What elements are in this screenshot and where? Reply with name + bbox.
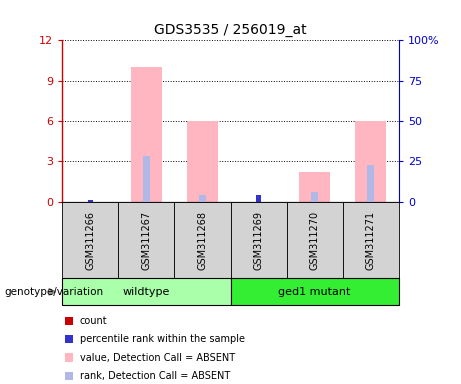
Text: value, Detection Call = ABSENT: value, Detection Call = ABSENT [80, 353, 235, 362]
Title: GDS3535 / 256019_at: GDS3535 / 256019_at [154, 23, 307, 36]
Bar [62, 278, 230, 305]
Bar [65, 335, 73, 343]
Bar [118, 202, 174, 278]
Text: wildtype: wildtype [123, 287, 170, 297]
Bar [131, 67, 162, 202]
Text: GSM311266: GSM311266 [85, 210, 95, 270]
Bar [299, 172, 330, 202]
Text: GSM311267: GSM311267 [142, 210, 151, 270]
Bar [343, 202, 399, 278]
Text: GSM311270: GSM311270 [310, 210, 319, 270]
Text: GSM311269: GSM311269 [254, 210, 264, 270]
Text: percentile rank within the sample: percentile rank within the sample [80, 334, 245, 344]
Bar [287, 202, 343, 278]
Text: rank, Detection Call = ABSENT: rank, Detection Call = ABSENT [80, 371, 230, 381]
Bar [62, 202, 118, 278]
Bar [230, 202, 287, 278]
Bar [88, 200, 93, 202]
Bar [367, 164, 374, 202]
Text: GSM311268: GSM311268 [197, 210, 207, 270]
Bar [199, 195, 206, 202]
Bar [65, 316, 73, 325]
Text: ged1 mutant: ged1 mutant [278, 287, 351, 297]
Bar [187, 121, 218, 202]
Bar [230, 278, 399, 305]
Bar [65, 353, 73, 362]
Bar [256, 195, 261, 202]
Bar [143, 156, 150, 202]
Bar [311, 192, 318, 202]
Text: GSM311271: GSM311271 [366, 210, 376, 270]
Text: count: count [80, 316, 107, 326]
Bar [174, 202, 230, 278]
Text: genotype/variation: genotype/variation [5, 287, 104, 297]
Bar [65, 372, 73, 380]
Bar [355, 121, 386, 202]
